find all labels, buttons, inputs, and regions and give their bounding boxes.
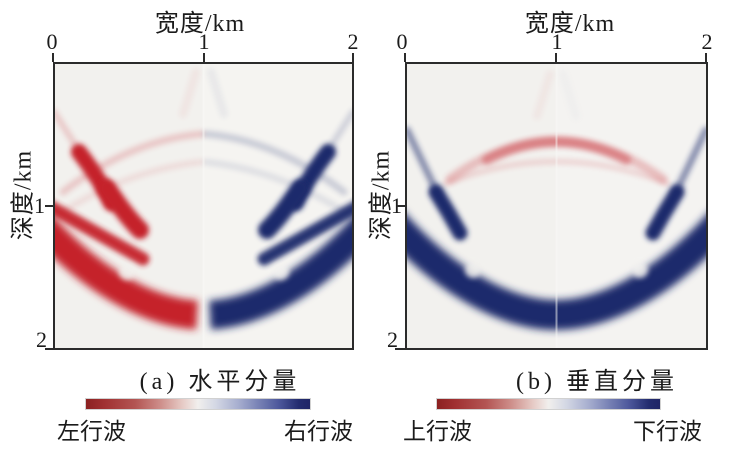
x-tick-mark: [705, 53, 707, 62]
panel-b-top-axis-title: 宽度/km: [524, 11, 616, 37]
panel-a-ytick-label-1: 1: [34, 193, 45, 218]
y-tick-mark: [397, 205, 405, 207]
panel-a-colorbar-left-label: 左行波: [57, 419, 126, 444]
panel-b-caption: (b) 垂直分量: [516, 369, 678, 395]
panel-a-caption: (a) 水平分量: [139, 369, 301, 395]
panel-a-ytick-label-2: 2: [36, 327, 47, 352]
panel-b-xtick-label-1: 1: [551, 29, 563, 54]
panel-a-colorbar: [86, 399, 310, 409]
panel-b-ytick-label-2: 2: [387, 327, 398, 352]
panel-b-colorbar-right-label: 下行波: [633, 419, 702, 444]
panel-b-colorbar-left-label: 上行波: [403, 419, 472, 444]
x-tick-mark: [404, 53, 406, 62]
panel-a-colorbar-labels: 左行波 右行波: [57, 412, 353, 446]
panel-a-xtick-label-1: 1: [198, 29, 210, 54]
panel-a-left-axis-title: 深度/km: [10, 149, 37, 241]
panel-b-ytick-label-1: 1: [391, 193, 402, 219]
panel-b-colorbar-labels: 上行波 下行波: [403, 412, 702, 446]
panel-a-plot: [53, 62, 354, 350]
panel-b-xtick-label-0: 0: [396, 29, 408, 54]
y-tick-mark: [45, 205, 53, 207]
panel-a-colorbar-right-label: 右行波: [284, 419, 353, 444]
y-tick-mark: [395, 348, 405, 350]
x-tick-mark: [52, 53, 54, 62]
panel-b-plot: [405, 62, 708, 350]
panel-b-xtick-label-2: 2: [701, 29, 713, 54]
panel-a-xtick-label-0: 0: [46, 29, 58, 54]
panel-b-wavefield-svg: [405, 62, 708, 350]
panel-a-wavefield-svg: [53, 62, 354, 350]
x-tick-mark: [203, 53, 205, 62]
panel-b-colorbar: [437, 399, 660, 409]
panel-a-top-axis-title: 宽度/km: [154, 11, 246, 37]
y-tick-mark: [45, 348, 53, 350]
x-tick-mark: [555, 53, 557, 62]
panel-a-xtick-label-2: 2: [347, 29, 359, 54]
x-tick-mark: [352, 53, 354, 62]
